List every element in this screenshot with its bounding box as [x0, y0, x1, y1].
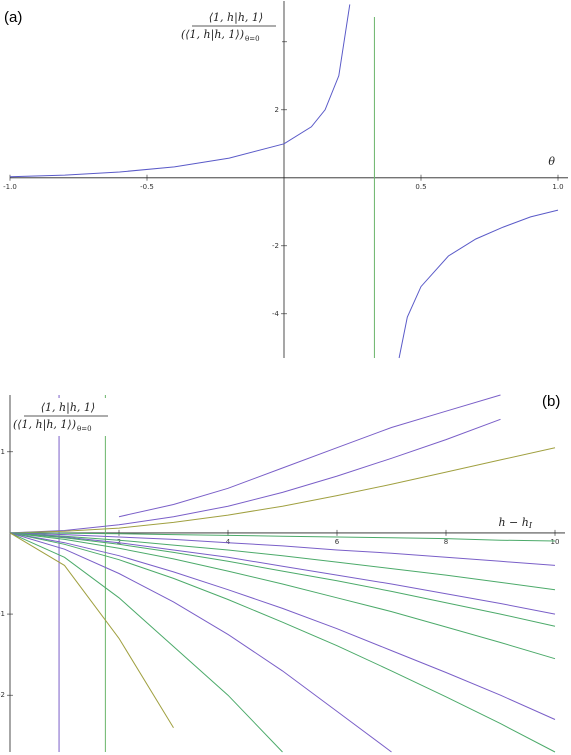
y-tick-label: -1: [0, 610, 5, 618]
x-label-text: h − h: [498, 516, 528, 529]
y-label-subscript: θ=0: [245, 35, 260, 43]
x-tick-label: 6: [335, 538, 340, 546]
x-tick-label: -0.5: [140, 183, 154, 191]
y-tick-label: -2: [0, 691, 5, 699]
y-label-numerator: ⟨1, h|h, 1⟩: [209, 11, 263, 25]
x-tick-label: 4: [226, 538, 231, 546]
panel-label: (a): [4, 9, 22, 26]
y-tick-label: 2: [275, 106, 279, 114]
y-label-subscript: θ=0: [77, 425, 92, 433]
x-tick-label: 8: [444, 538, 448, 546]
data-line: [9, 447, 556, 534]
x-axis-label: θ: [548, 155, 555, 168]
x-tick-label: 2: [117, 538, 121, 546]
data-line: [9, 532, 392, 753]
y-tick-label: -2: [272, 242, 279, 250]
data-line: [9, 532, 556, 753]
x-tick-label: 0.5: [415, 183, 426, 191]
data-line: [9, 532, 283, 753]
data-line: [9, 532, 556, 660]
data-line: [9, 532, 556, 566]
data-line: [9, 532, 556, 542]
panel-label: (b): [542, 393, 560, 410]
y-label-denominator: (⟨1, h|h, 1⟩): [181, 28, 244, 42]
x-axis-label: h − hI: [498, 516, 532, 530]
x-tick-label: -1.0: [3, 183, 17, 191]
data-line: [9, 418, 501, 534]
x-tick-label: 1.0: [552, 183, 563, 191]
data-line: [9, 532, 556, 720]
label-background: [22, 398, 114, 436]
data-line: [9, 532, 556, 615]
x-tick-label: 10: [551, 538, 560, 546]
x-label-subscript: I: [528, 521, 533, 530]
data-line: [9, 532, 556, 627]
y-label-denominator: (⟨1, h|h, 1⟩): [13, 418, 76, 432]
x-label-text: θ: [548, 155, 555, 168]
y-label-numerator: ⟨1, h|h, 1⟩: [41, 401, 95, 415]
data-line: [9, 532, 556, 591]
y-tick-label: 1: [1, 448, 5, 456]
data-line: [9, 4, 559, 359]
y-tick-label: -4: [272, 310, 280, 318]
data-line: [118, 394, 501, 518]
chart-panel: -1.0-0.50.51.0-4-224(a)θ⟨1, h|h, 1⟩(⟨1, …: [3, 1, 568, 359]
label-background: [190, 8, 282, 46]
data-line: [9, 532, 174, 728]
chart-panel: 2 4 6 8 10 -2 -1 1 (b) h − hI ⟨1, h|h, 1⟩ (⟨1, h|h,…: [0, 393, 565, 753]
